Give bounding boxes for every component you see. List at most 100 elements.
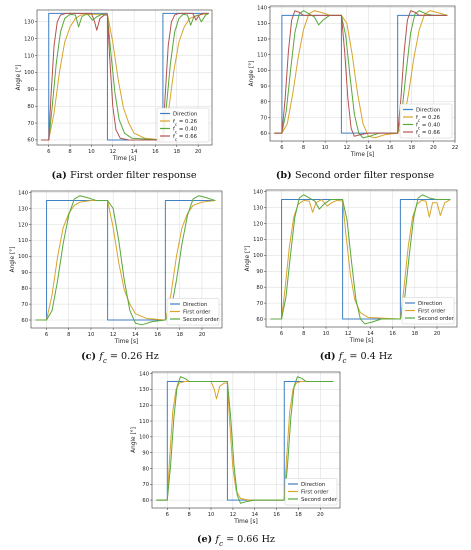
y-tick-label: 90 [256, 269, 263, 275]
y-tick-label: 110 [24, 53, 34, 59]
legend-label: fc = 0.66 [416, 130, 441, 138]
caption-letter-a: (a) [51, 170, 70, 181]
y-tick-label: 140 [18, 190, 28, 196]
y-tick-label: 80 [256, 285, 263, 291]
chart-caption-b: (b) Second order filter response [276, 170, 435, 181]
y-tick-label: 60 [21, 318, 28, 324]
x-tick-label: 14 [251, 512, 258, 518]
y-tick-label: 120 [18, 222, 28, 228]
x-tick-label: 8 [67, 332, 70, 338]
series-line-second_order [270, 194, 451, 325]
y-tick-label: 140 [139, 371, 149, 377]
legend-label: fc = 0.66 [173, 134, 198, 142]
x-tick-label: 14 [132, 332, 139, 338]
x-tick-label: 10 [322, 145, 329, 151]
y-tick-label: 100 [257, 68, 267, 74]
x-tick-label: 14 [365, 145, 372, 151]
y-tick-label: 90 [27, 87, 34, 93]
legend-label: First order [301, 489, 329, 495]
chart-caption-a: (a) First order filter response [51, 170, 196, 181]
y-tick-label: 110 [253, 237, 263, 243]
y-tick-label: 60 [256, 317, 263, 323]
legend-label: Second order [301, 497, 338, 503]
chart-panel-e: 6 8 10 12 14 16 18 20 60 70 80 90 100 110 120 130 140 Tim… [131, 371, 341, 548]
series-line-fc026 [274, 10, 448, 139]
x-tick-label: 16 [389, 331, 396, 337]
legend-box [156, 107, 210, 143]
y-tick-label: 140 [253, 189, 263, 195]
y-axis-label: Angle [°] [131, 427, 137, 453]
chart-panel-c: 6 8 10 12 14 16 18 20 60 70 80 90 100 110 120 130 140 Tim… [10, 190, 223, 365]
chart-caption-e: (e) fc = 0.66 Hz [197, 534, 275, 548]
y-tick-label: 80 [21, 286, 28, 292]
y-axis-label: Angle [°] [16, 65, 22, 91]
caption-letter-c: (c) [81, 351, 99, 362]
legend-box [284, 478, 338, 506]
x-tick-label: 6 [47, 149, 50, 155]
series-line-fc026 [41, 12, 209, 141]
x-tick-label: 20 [195, 149, 202, 155]
y-tick-label: 130 [257, 21, 267, 27]
series-line-second_order [35, 195, 216, 326]
y-tick-label: 80 [260, 100, 267, 106]
y-tick-label: 120 [257, 37, 267, 43]
caption-letter-e: (e) [197, 534, 216, 545]
x-tick-label: 20 [434, 331, 441, 337]
y-tick-label: 110 [18, 238, 28, 244]
y-tick-label: 120 [253, 221, 263, 227]
x-tick-label: 6 [280, 331, 283, 337]
x-tick-label: 14 [367, 331, 374, 337]
x-tick-label: 18 [173, 149, 180, 155]
legend-label: Second order [183, 317, 220, 323]
x-tick-label: 18 [295, 512, 302, 518]
y-tick-label: 130 [139, 387, 149, 393]
y-axis-label: Angle [°] [249, 61, 255, 87]
caption-letter-b: (b) [276, 170, 295, 181]
series-line-direction [274, 14, 448, 134]
series-line-fc066 [41, 12, 209, 141]
y-tick-label: 130 [253, 205, 263, 211]
x-tick-label: 18 [411, 331, 418, 337]
legend-label: Direction [173, 111, 197, 117]
chart-panel-b: 6 8 10 12 14 16 18 20 22 60 70 80 90 100 110 120 130 140 T… [249, 5, 458, 181]
series-line-fc040 [274, 10, 448, 139]
legend-label: First order [183, 309, 211, 315]
axes-frame [265, 189, 458, 328]
x-tick-label: 8 [68, 149, 71, 155]
chart-panel-d: 6 8 10 12 14 16 18 20 60 70 80 90 100 110 120 130 140 Tim… [245, 189, 458, 365]
series-line-direction [41, 12, 209, 141]
series-line-direction [270, 199, 451, 320]
y-tick-label: 70 [256, 301, 263, 307]
y-tick-label: 80 [27, 104, 34, 110]
axes-frame [269, 5, 456, 142]
y-tick-label: 120 [139, 403, 149, 409]
y-tick-label: 120 [24, 36, 34, 42]
legend-label: Direction [301, 482, 325, 488]
x-tick-label: 12 [230, 512, 237, 518]
y-tick-label: 100 [253, 253, 263, 259]
x-tick-label: 12 [345, 331, 352, 337]
series-line-fc066 [274, 10, 448, 137]
x-tick-label: 6 [166, 512, 169, 518]
x-axis-label: Time [s] [349, 338, 374, 344]
series-line-direction [156, 380, 334, 501]
series-line-second_order [156, 376, 334, 504]
x-tick-label: 16 [387, 145, 394, 151]
x-tick-label: 22 [452, 145, 459, 151]
x-tick-label: 16 [273, 512, 280, 518]
chart-caption-c: (c) fc = 0.26 Hz [81, 351, 159, 365]
legend-box [399, 103, 453, 139]
x-tick-label: 20 [199, 332, 206, 338]
y-tick-label: 60 [142, 498, 149, 504]
y-tick-label: 100 [139, 435, 149, 441]
axes-frame [30, 190, 223, 329]
x-tick-label: 18 [408, 145, 415, 151]
legend-box [401, 297, 455, 325]
x-tick-label: 14 [131, 149, 138, 155]
y-tick-label: 60 [27, 138, 34, 144]
chart-caption-d: (d) fc = 0.4 Hz [320, 351, 393, 365]
legend-box [166, 298, 220, 326]
y-tick-label: 70 [142, 482, 149, 488]
caption-letter-d: (d) [320, 351, 339, 362]
y-tick-label: 130 [24, 20, 34, 26]
